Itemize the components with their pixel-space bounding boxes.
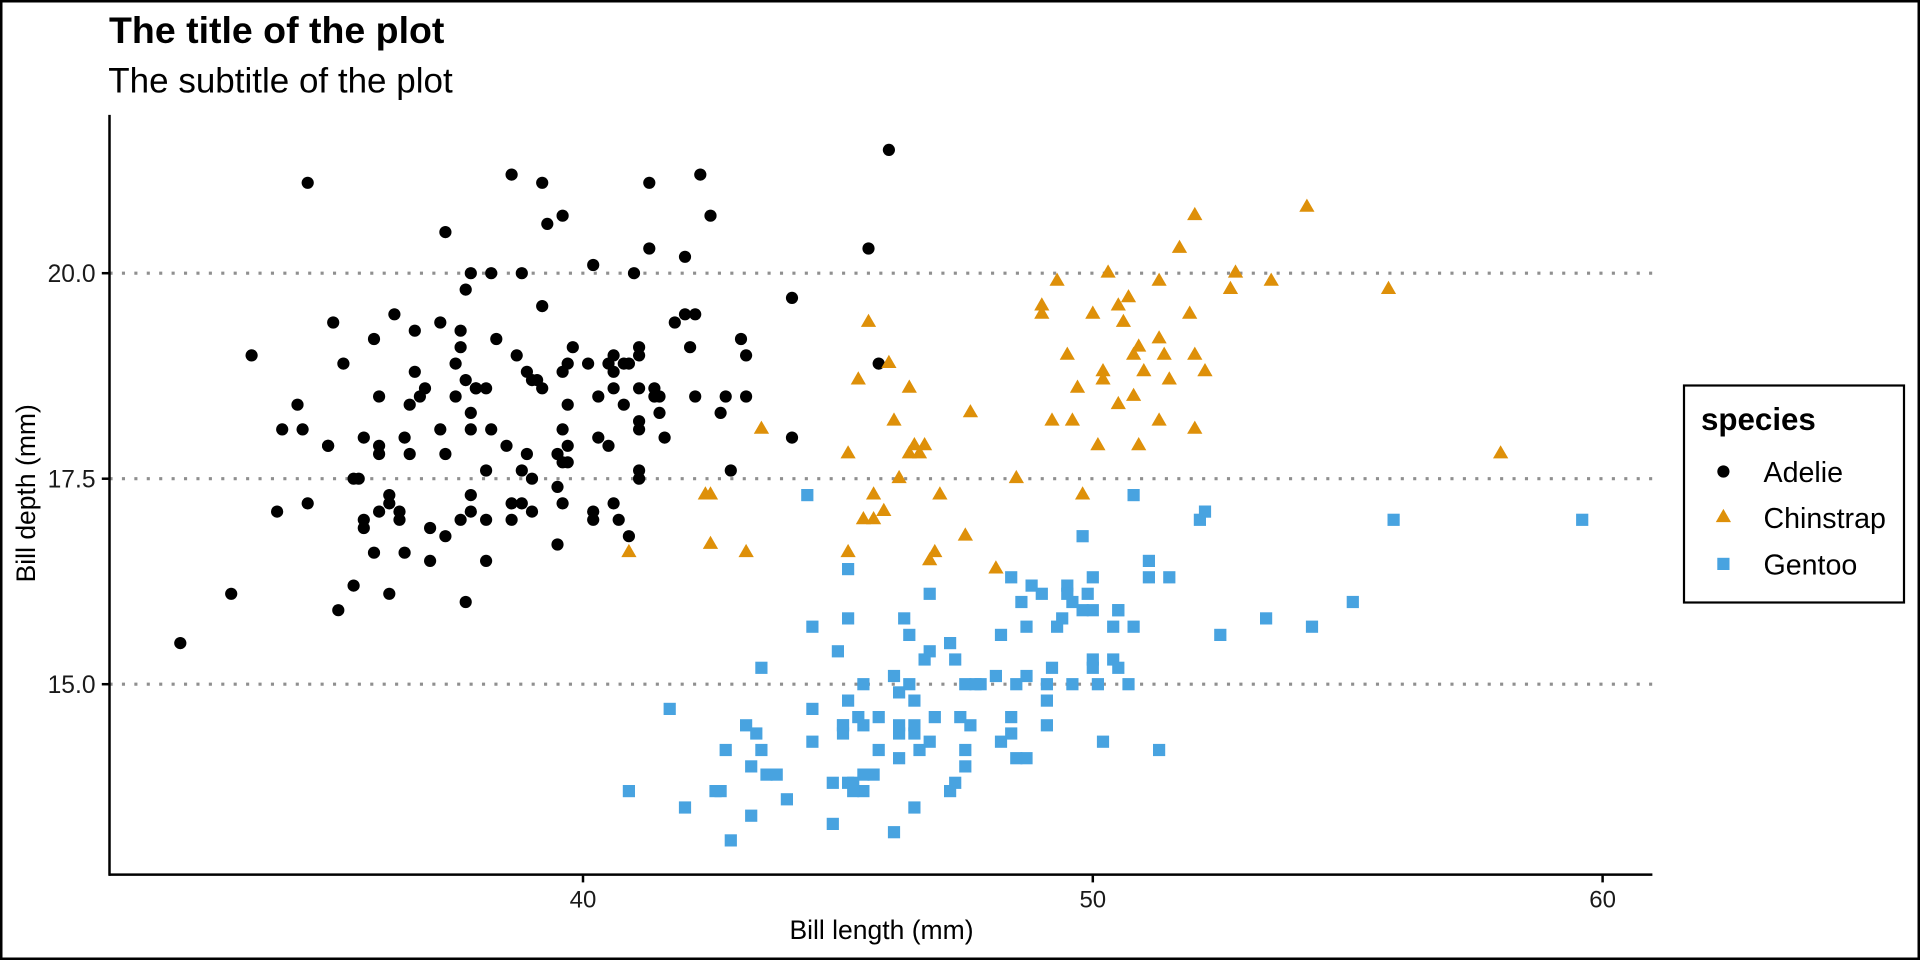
svg-text:The subtitle of the plot: The subtitle of the plot <box>108 61 453 100</box>
svg-text:15.0: 15.0 <box>48 672 96 699</box>
svg-text:17.5: 17.5 <box>48 466 96 493</box>
svg-text:60: 60 <box>1589 887 1616 914</box>
svg-text:species: species <box>1701 402 1816 437</box>
svg-text:Bill length (mm): Bill length (mm) <box>789 915 973 945</box>
svg-text:The title of the plot: The title of the plot <box>109 9 445 51</box>
svg-text:50: 50 <box>1079 887 1106 914</box>
svg-text:Bill depth (mm): Bill depth (mm) <box>11 404 41 582</box>
svg-text:Chinstrap: Chinstrap <box>1764 503 1886 535</box>
svg-text:Gentoo: Gentoo <box>1764 549 1858 581</box>
svg-text:20.0: 20.0 <box>48 261 96 288</box>
svg-text:Adelie: Adelie <box>1764 457 1844 489</box>
svg-text:40: 40 <box>570 887 597 914</box>
